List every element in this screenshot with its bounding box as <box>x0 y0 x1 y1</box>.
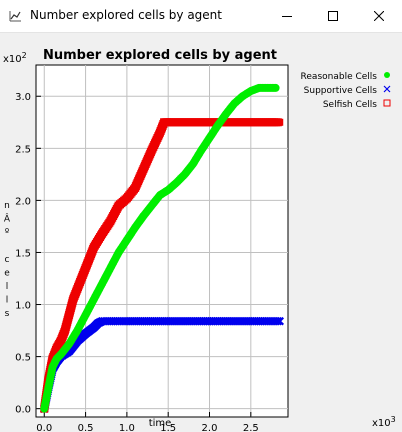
reasonable-cells-series <box>40 83 280 413</box>
minimize-button[interactable] <box>264 0 310 32</box>
data-marks <box>39 83 285 413</box>
chart: 0.0 0.5 1.0 1.5 2.0 2.50.00.51.01.52.02.53.0 … <box>3 48 396 432</box>
y-tick-label: 2.5 <box>15 144 31 155</box>
close-button[interactable] <box>356 0 402 32</box>
data-point <box>276 118 284 126</box>
y-tick-label: 1.0 <box>15 301 31 312</box>
legend: Reasonable Cells Supportive Cells Selfish … <box>301 72 391 110</box>
y-multiplier: x102 <box>3 51 27 65</box>
x-tick-label: 2.0 <box>202 423 218 432</box>
maximize-button[interactable] <box>310 0 356 32</box>
y-tick-label: 3.0 <box>15 92 31 103</box>
chart-app-icon <box>9 11 21 22</box>
y-tick-label: 2.0 <box>15 196 31 207</box>
window-titlebar: Number explored cells by agent <box>0 0 402 33</box>
supportive-cells-series <box>39 316 285 413</box>
window-title: Number explored cells by agent <box>30 8 222 22</box>
data-point <box>273 316 283 326</box>
y-tick-label: 0.0 <box>15 405 31 416</box>
legend-marker-square <box>383 99 391 107</box>
data-point <box>275 316 285 326</box>
x-tick-label: 2.5 <box>243 423 259 432</box>
chart-title: Number explored cells by agent <box>43 48 277 63</box>
legend-marker-circle <box>384 72 390 78</box>
plot-area <box>35 64 289 418</box>
x-tick-label: 1.0 <box>119 423 135 432</box>
x-axis-label: time <box>149 418 172 429</box>
legend-label-supportive-cells: Supportive Cells <box>304 86 378 96</box>
legend-label-reasonable-cells: Reasonable Cells <box>301 72 378 82</box>
x-tick-label: 1.5 <box>160 423 176 432</box>
selfish-cells-series <box>40 118 284 413</box>
x-multiplier: x103 <box>372 415 396 429</box>
legend-label-selfish-cells: Selfish Cells <box>323 100 377 110</box>
x-tick-label: 0.0 <box>36 423 52 432</box>
y-tick-label: 1.5 <box>15 248 31 259</box>
close-icon <box>374 11 384 21</box>
data-point <box>271 83 280 92</box>
axis-ticks: 0.0 0.5 1.0 1.5 2.0 2.5 0.0 0.5 1.0 1.5 2.0 2.5 3.0 <box>15 92 259 432</box>
minimize-icon <box>282 16 292 17</box>
maximize-icon <box>328 11 338 21</box>
legend-marker-x <box>383 85 391 93</box>
x-tick-label: 0.5 <box>78 423 94 432</box>
y-tick-label: 0.5 <box>15 353 31 364</box>
